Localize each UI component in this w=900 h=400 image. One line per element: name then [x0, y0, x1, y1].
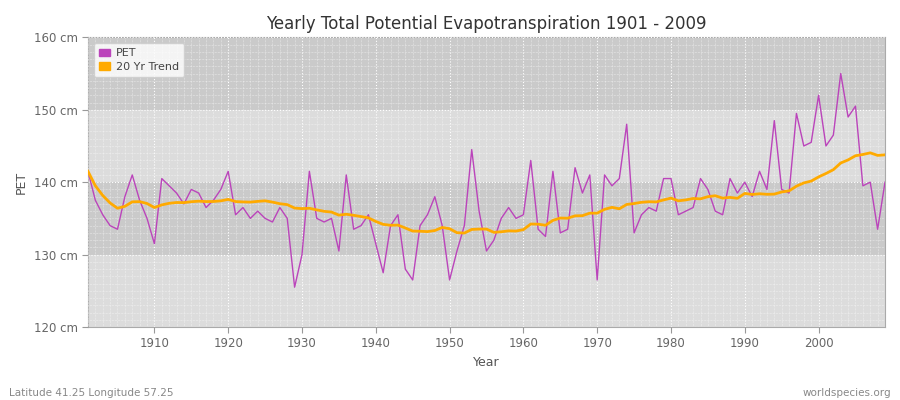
20 Yr Trend: [141, 201, 152, 206]
20 Yr Trend: [526, 222, 536, 226]
PET: [526, 158, 536, 163]
PET: [356, 223, 366, 228]
Bar: [88, 37, 885, 110]
PET: [879, 180, 890, 184]
Bar: [88, 255, 885, 327]
20 Yr Trend: [459, 231, 470, 236]
PET: [83, 169, 94, 174]
20 Yr Trend: [348, 213, 359, 218]
20 Yr Trend: [304, 206, 315, 211]
20 Yr Trend: [614, 206, 625, 211]
PET: [614, 176, 625, 181]
PET: [311, 216, 322, 221]
PET: [289, 285, 300, 290]
X-axis label: Year: Year: [473, 356, 500, 369]
Title: Yearly Total Potential Evapotranspiration 1901 - 2009: Yearly Total Potential Evapotranspiratio…: [266, 15, 706, 33]
Legend: PET, 20 Yr Trend: PET, 20 Yr Trend: [94, 43, 184, 77]
PET: [518, 212, 529, 217]
20 Yr Trend: [83, 169, 94, 174]
Y-axis label: PET: PET: [15, 171, 28, 194]
PET: [141, 216, 152, 221]
Text: worldspecies.org: worldspecies.org: [803, 388, 891, 398]
Line: 20 Yr Trend: 20 Yr Trend: [88, 153, 885, 233]
20 Yr Trend: [865, 150, 876, 155]
Line: PET: PET: [88, 74, 885, 287]
20 Yr Trend: [518, 227, 529, 232]
Text: Latitude 41.25 Longitude 57.25: Latitude 41.25 Longitude 57.25: [9, 388, 174, 398]
PET: [835, 71, 846, 76]
Bar: [88, 182, 885, 255]
Bar: [88, 110, 885, 182]
20 Yr Trend: [879, 152, 890, 157]
